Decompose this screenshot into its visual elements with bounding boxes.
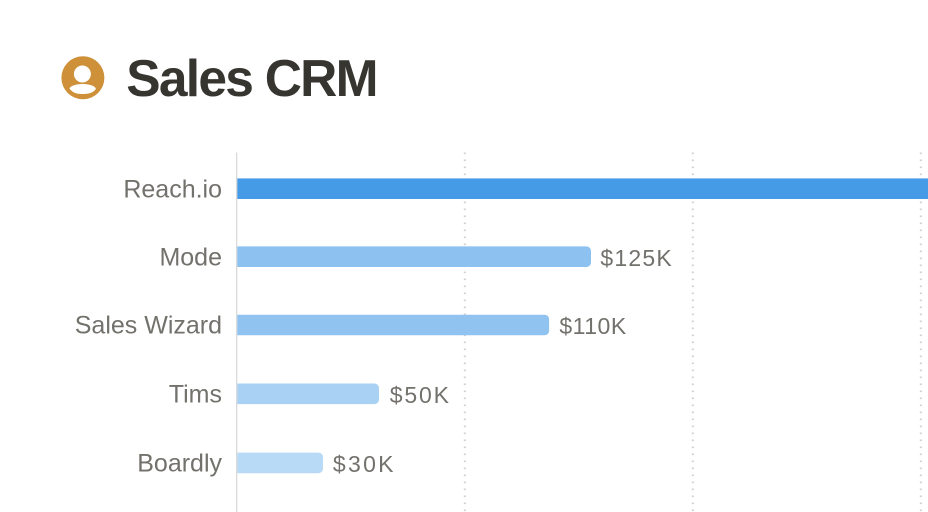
svg-text:$125K: $125K xyxy=(600,245,673,271)
svg-text:Sales CRM: Sales CRM xyxy=(126,49,376,107)
svg-text:Sales Wizard: Sales Wizard xyxy=(75,312,222,340)
svg-text:Tims: Tims xyxy=(169,380,222,408)
svg-text:Mode: Mode xyxy=(159,243,222,271)
svg-text:$110K: $110K xyxy=(559,313,626,339)
svg-text:Boardly: Boardly xyxy=(137,450,222,478)
svg-text:Reach.io: Reach.io xyxy=(123,175,222,203)
svg-text:$50K: $50K xyxy=(390,382,451,408)
svg-text:$30K: $30K xyxy=(333,451,396,477)
